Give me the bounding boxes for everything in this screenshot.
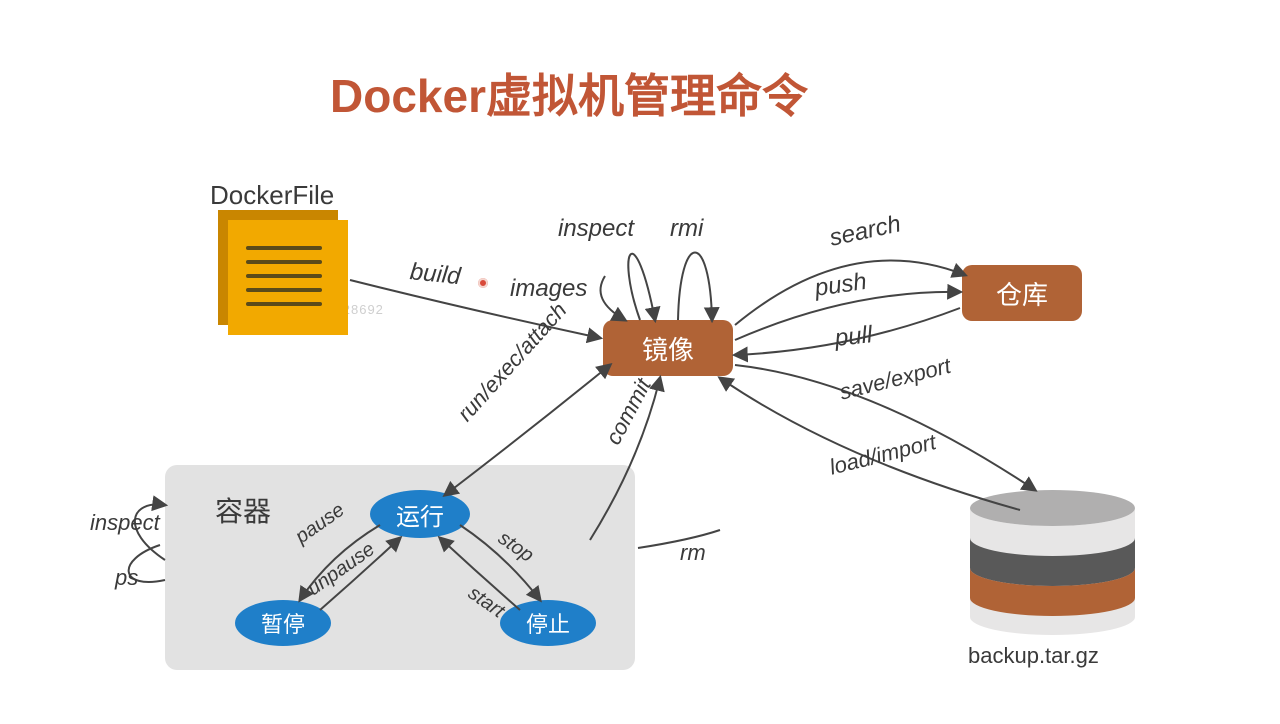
edge-label-rm: rm <box>680 540 706 566</box>
edge-label-inspect-c: inspect <box>90 510 160 536</box>
edge-rmi <box>678 253 712 321</box>
edge-label-build: build <box>409 258 462 291</box>
edge-inspect-img <box>628 254 655 320</box>
edge-rm <box>638 530 720 548</box>
dot-icon <box>478 278 488 288</box>
edge-label-pull: pull <box>834 321 874 353</box>
arrows-layer <box>0 0 1280 724</box>
edge-label-rmi: rmi <box>670 215 703 243</box>
edge-run-edge <box>445 365 610 495</box>
edge-images <box>601 276 626 320</box>
edge-label-images: images <box>510 275 587 303</box>
edge-label-inspect-img: inspect <box>558 215 634 243</box>
edge-label-ps: ps <box>115 565 138 591</box>
